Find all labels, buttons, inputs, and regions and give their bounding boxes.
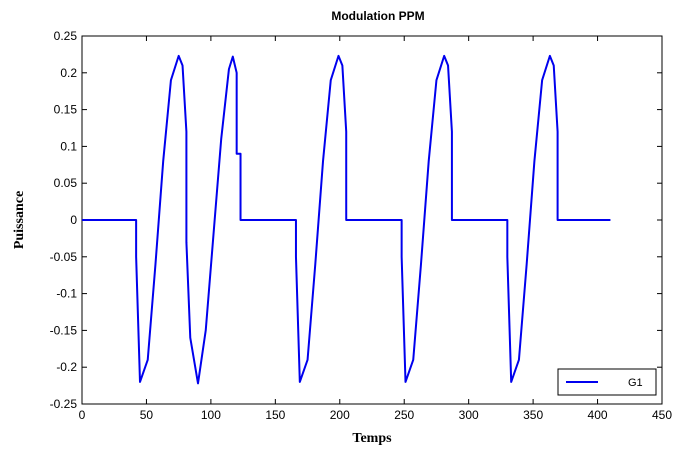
legend: G1: [557, 368, 657, 396]
x-tick-label: 400: [588, 408, 608, 422]
x-tick-label: 100: [201, 408, 221, 422]
series-layer: [82, 54, 611, 385]
x-tick-label: 0: [79, 408, 86, 422]
legend-label-g1: G1: [628, 377, 643, 389]
y-tick-label: -0.25: [50, 397, 78, 411]
y-tick-label: 0.15: [54, 103, 78, 117]
x-tick-label: 300: [459, 408, 479, 422]
x-tick-label: 450: [652, 408, 672, 422]
y-tick-label: 0.2: [60, 66, 77, 80]
y-tick-label: -0.2: [56, 360, 77, 374]
y-tick-label: 0.25: [54, 29, 78, 43]
x-tick-label: 350: [523, 408, 543, 422]
x-tick-label: 50: [140, 408, 154, 422]
series-line-g1: [82, 54, 611, 385]
y-tick-label: 0.05: [54, 176, 78, 190]
y-tick-label: -0.1: [56, 287, 77, 301]
x-axis: 0 50 100 150 200 250 300 350 400 450: [79, 36, 672, 422]
legend-box: [557, 368, 657, 396]
x-axis-label: Temps: [352, 431, 392, 446]
x-tick-label: 250: [394, 408, 414, 422]
x-tick-label: 200: [330, 408, 350, 422]
y-axis: -0.25 -0.2 -0.15 -0.1 -0.05 0 0.05 0.1 0.15 0.2 0.…: [50, 29, 662, 411]
y-tick-label: -0.05: [50, 250, 78, 264]
chart-title: Modulation PPM: [331, 9, 424, 23]
y-axis-label: Puissance: [12, 191, 27, 249]
y-tick-label: 0.1: [60, 139, 77, 153]
y-tick-label: -0.15: [50, 323, 78, 337]
x-tick-label: 150: [265, 408, 285, 422]
y-tick-label: 0: [70, 213, 77, 227]
